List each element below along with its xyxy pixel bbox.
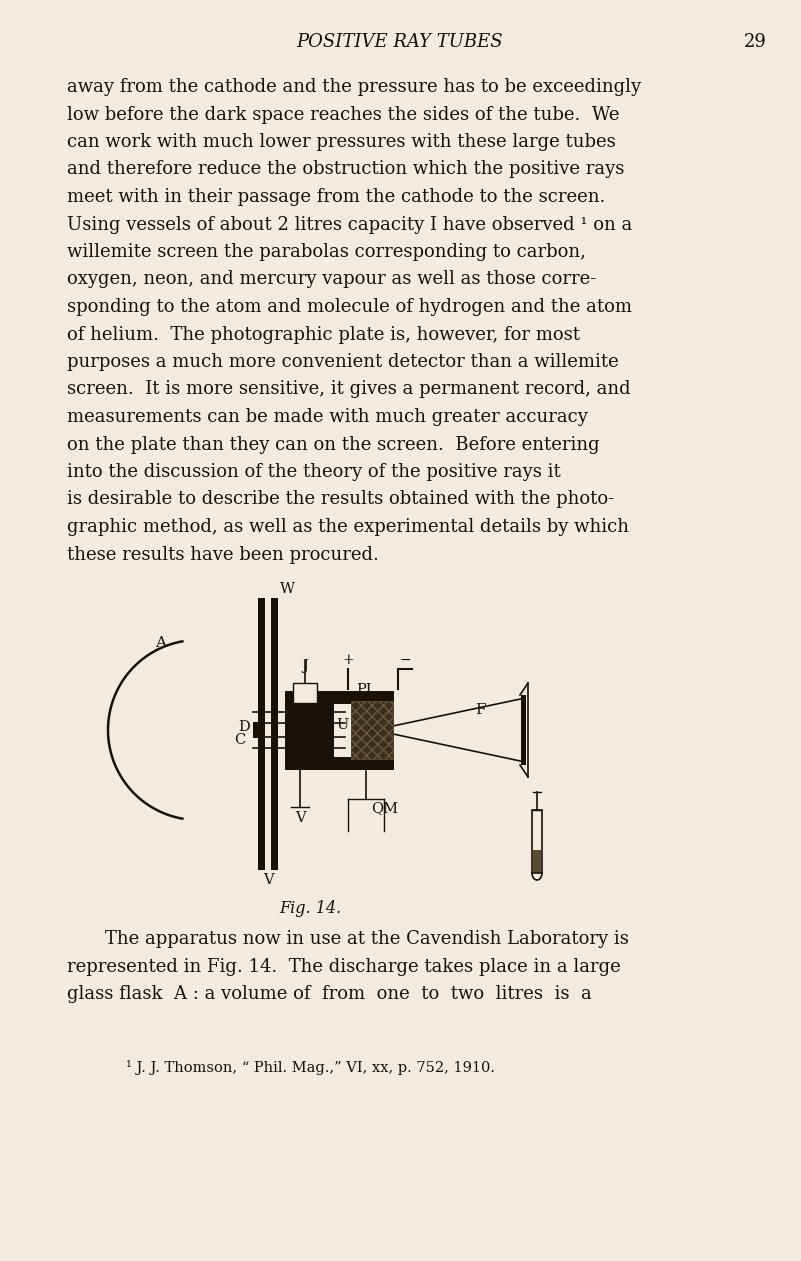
Text: can work with much lower pressures with these large tubes: can work with much lower pressures with …	[67, 132, 616, 151]
Bar	[533, 850, 541, 873]
Text: glass flask  A : a volume of  from  one  to  two  litres  is  a: glass flask A : a volume of from one to …	[67, 985, 592, 1002]
Bar	[285, 691, 393, 702]
Text: F: F	[475, 702, 485, 718]
Bar	[521, 695, 526, 765]
Text: is desirable to describe the results obtained with the photo-: is desirable to describe the results obt…	[67, 491, 614, 508]
Text: screen.  It is more sensitive, it gives a permanent record, and: screen. It is more sensitive, it gives a…	[67, 381, 630, 398]
Bar	[271, 598, 278, 870]
Text: into the discussion of the theory of the positive rays it: into the discussion of the theory of the…	[67, 463, 561, 480]
Text: +: +	[342, 653, 354, 667]
Bar	[351, 701, 393, 759]
Text: The apparatus now in use at the Cavendish Laboratory is: The apparatus now in use at the Cavendis…	[105, 931, 629, 948]
Text: C: C	[234, 733, 245, 747]
Bar	[351, 701, 393, 759]
Text: J: J	[302, 660, 308, 673]
Text: measurements can be made with much greater accuracy: measurements can be made with much great…	[67, 409, 588, 426]
Bar	[532, 810, 542, 873]
Text: willemite screen the parabolas corresponding to carbon,: willemite screen the parabolas correspon…	[67, 243, 586, 261]
Text: these results have been procured.: these results have been procured.	[67, 546, 379, 564]
Text: represented in Fig. 14.  The discharge takes place in a large: represented in Fig. 14. The discharge ta…	[67, 957, 621, 976]
Text: sponding to the atom and molecule of hydrogen and the atom: sponding to the atom and molecule of hyd…	[67, 298, 632, 317]
Bar	[258, 598, 265, 870]
Text: ¹ J. J. Thomson, “ Phil. Mag.,” VI, xx, p. 752, 1910.: ¹ J. J. Thomson, “ Phil. Mag.,” VI, xx, …	[126, 1061, 494, 1074]
Text: oxygen, neon, and mercury vapour as well as those corre-: oxygen, neon, and mercury vapour as well…	[67, 271, 596, 289]
Text: QM: QM	[371, 801, 398, 815]
Text: A: A	[155, 636, 166, 649]
Text: V: V	[263, 873, 273, 886]
Bar	[253, 723, 263, 738]
Text: purposes a much more convenient detector than a willemite: purposes a much more convenient detector…	[67, 353, 618, 371]
Text: W: W	[280, 583, 295, 596]
Bar	[285, 757, 393, 769]
Text: on the plate than they can on the screen.  Before entering: on the plate than they can on the screen…	[67, 435, 600, 454]
Text: graphic method, as well as the experimental details by which: graphic method, as well as the experimen…	[67, 518, 629, 536]
Text: POSITIVE RAY TUBES: POSITIVE RAY TUBES	[296, 33, 503, 50]
Bar	[293, 683, 317, 702]
Text: V: V	[295, 811, 305, 825]
Text: 29: 29	[743, 33, 767, 50]
Text: D: D	[238, 720, 250, 734]
Text: U: U	[336, 718, 348, 731]
Text: low before the dark space reaches the sides of the tube.  We: low before the dark space reaches the si…	[67, 106, 619, 124]
Text: of helium.  The photographic plate is, however, for most: of helium. The photographic plate is, ho…	[67, 325, 580, 343]
Text: Fig. 14.: Fig. 14.	[279, 900, 341, 917]
Text: away from the cathode and the pressure has to be exceedingly: away from the cathode and the pressure h…	[67, 78, 641, 96]
Bar	[285, 702, 333, 757]
Text: −: −	[399, 653, 411, 667]
Text: Using vessels of about 2 litres capacity I have observed ¹ on a: Using vessels of about 2 litres capacity…	[67, 216, 632, 233]
Text: meet with in their passage from the cathode to the screen.: meet with in their passage from the cath…	[67, 188, 606, 206]
Text: PL: PL	[356, 683, 376, 697]
Text: and therefore reduce the obstruction which the positive rays: and therefore reduce the obstruction whi…	[67, 160, 624, 179]
